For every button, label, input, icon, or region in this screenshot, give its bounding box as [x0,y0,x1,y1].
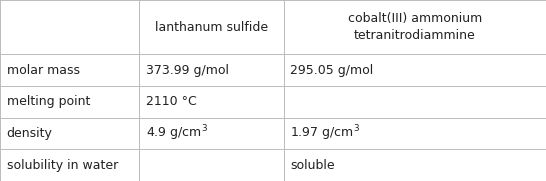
Text: 4.9 g/cm$^3$: 4.9 g/cm$^3$ [146,124,208,143]
Text: solubility in water: solubility in water [7,159,118,172]
Text: lanthanum sulfide: lanthanum sulfide [155,21,268,34]
Text: 1.97 g/cm$^3$: 1.97 g/cm$^3$ [290,124,360,143]
Text: molar mass: molar mass [7,64,80,77]
Text: density: density [7,127,52,140]
Text: 373.99 g/mol: 373.99 g/mol [146,64,229,77]
Text: melting point: melting point [7,95,90,108]
Text: soluble: soluble [290,159,335,172]
Text: 2110 °C: 2110 °C [146,95,197,108]
Text: cobalt(III) ammonium
tetranitrodiammine: cobalt(III) ammonium tetranitrodiammine [348,12,482,42]
Text: 295.05 g/mol: 295.05 g/mol [290,64,373,77]
